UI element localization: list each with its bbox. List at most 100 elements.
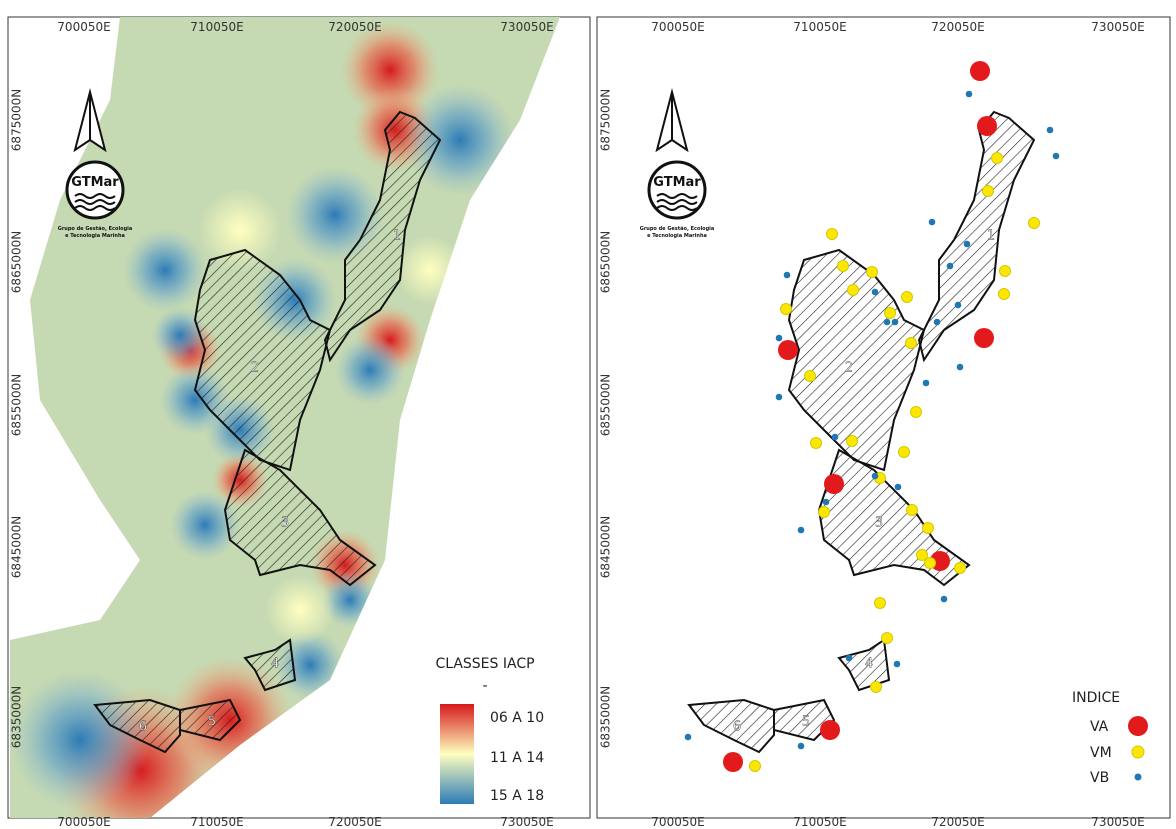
sample-point (882, 633, 893, 644)
grid-label-y: 6835000N (10, 686, 24, 748)
area-label: 2 (845, 361, 853, 376)
figure: CLASSES IACP - 06 A 10 11 A 14 15 A 18 I… (0, 0, 1176, 829)
logo-subtitle: Grupo de Gestão, Ecologia (58, 226, 133, 232)
sample-point (838, 261, 849, 272)
sample-point (875, 598, 886, 609)
grid-label-y: 6865000N (10, 231, 24, 293)
legend-symbol (1135, 774, 1142, 781)
legend-symbol (1128, 716, 1148, 736)
sample-point (723, 752, 743, 772)
sample-point (955, 302, 962, 309)
logo-mark (67, 162, 123, 218)
sample-point (827, 229, 838, 240)
grid-label-x: 710050E (190, 20, 243, 34)
sample-point (947, 263, 954, 270)
sample-point (776, 335, 783, 342)
sample-point (819, 507, 830, 518)
area-label: 4 (271, 657, 279, 672)
grid-label-x: 710050E (793, 20, 846, 34)
grid-label-y: 6855000N (10, 374, 24, 436)
sample-point (941, 596, 948, 603)
sample-point (983, 186, 994, 197)
area-label: 6 (139, 720, 147, 735)
sample-point (832, 434, 839, 441)
sample-point (685, 734, 692, 741)
grid-label-x: 700050E (57, 815, 110, 829)
heat-blob (10, 670, 150, 810)
area-label: 3 (281, 516, 289, 531)
area-label: 6 (733, 720, 741, 735)
grid-label-x: 720050E (931, 815, 984, 829)
sample-point (892, 319, 899, 326)
sample-point (1053, 153, 1060, 160)
sample-point (778, 340, 798, 360)
sample-point (1029, 218, 1040, 229)
area-label: 2 (251, 361, 259, 376)
logo-subtitle: e Tecnologia Marinha (647, 233, 707, 239)
sample-point (923, 380, 930, 387)
sample-point (784, 272, 791, 279)
sample-point (846, 655, 853, 662)
legend-class: VA (1090, 719, 1109, 735)
grid-label-x: 710050E (793, 815, 846, 829)
sample-point (899, 447, 910, 458)
sample-point (906, 338, 917, 349)
legend-class: 15 A 18 (490, 788, 544, 804)
sample-point (907, 505, 918, 516)
sample-point (847, 436, 858, 447)
sample-point (798, 743, 805, 750)
legend-class: VB (1090, 770, 1109, 786)
logo-subtitle: Grupo de Gestão, Ecologia (640, 226, 715, 232)
grid-label-x: 730050E (500, 815, 553, 829)
sample-point (977, 116, 997, 136)
logo-name: GTMar (653, 175, 701, 190)
grid-label-y: 6845000N (10, 516, 24, 578)
sample-point (992, 153, 1003, 164)
sample-point (872, 473, 879, 480)
legend-class: VM (1090, 745, 1112, 761)
area-label: 3 (875, 516, 883, 531)
sample-point (999, 289, 1010, 300)
area-label: 4 (865, 657, 873, 672)
sample-point (884, 319, 891, 326)
sample-point (974, 328, 994, 348)
sample-point (867, 267, 878, 278)
grid-label-x: 720050E (328, 20, 381, 34)
grid-label-x: 730050E (500, 20, 553, 34)
grid-label-y: 6845000N (599, 516, 613, 578)
grid-label-x: 730050E (1091, 20, 1144, 34)
sample-point (902, 292, 913, 303)
legend-title: CLASSES IACP (435, 656, 534, 672)
legend-class: 11 A 14 (490, 750, 544, 766)
sample-point (848, 285, 859, 296)
area-label: 1 (987, 229, 995, 244)
logo-mark (649, 162, 705, 218)
grid-label-x: 730050E (1091, 815, 1144, 829)
area-label: 5 (802, 715, 810, 730)
grid-label-y: 6835000N (599, 686, 613, 748)
sample-point (923, 523, 934, 534)
sample-point (871, 682, 882, 693)
sample-point (955, 563, 966, 574)
grid-label-y: 6875000N (599, 89, 613, 151)
grid-label-x: 720050E (931, 20, 984, 34)
area-label: 1 (393, 229, 401, 244)
grid-label-x: 700050E (57, 20, 110, 34)
sample-point (970, 61, 990, 81)
sample-point (966, 91, 973, 98)
logo-subtitle: e Tecnologia Marinha (65, 233, 125, 239)
sample-point (776, 394, 783, 401)
sample-point (929, 219, 936, 226)
sample-point (820, 720, 840, 740)
sample-point (823, 499, 830, 506)
heat-blob (335, 335, 405, 405)
area-label: 5 (208, 715, 216, 730)
legend-subtitle: - (482, 678, 487, 694)
legend-class: 06 A 10 (490, 710, 544, 726)
grid-label-y: 6875000N (10, 89, 24, 151)
grid-label-y: 6865000N (599, 231, 613, 293)
sample-point (824, 474, 844, 494)
sample-point (964, 241, 971, 248)
sample-point (798, 527, 805, 534)
grid-label-x: 700050E (651, 815, 704, 829)
